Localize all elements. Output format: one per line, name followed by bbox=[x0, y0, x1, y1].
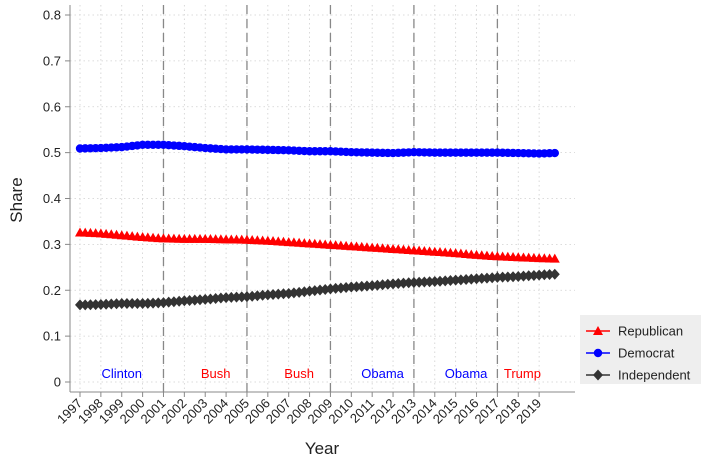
y-tick-label: 0.3 bbox=[43, 237, 61, 252]
point-independent bbox=[121, 298, 132, 310]
point-independent bbox=[549, 268, 560, 280]
y-tick-label: 0 bbox=[54, 375, 61, 390]
point-independent bbox=[414, 276, 425, 288]
series-independent bbox=[75, 268, 560, 311]
point-independent bbox=[424, 276, 435, 288]
point-independent bbox=[101, 298, 112, 310]
y-tick-label: 0.1 bbox=[43, 329, 61, 344]
y-tick-label: 0.4 bbox=[43, 191, 61, 206]
annotation-label: Bush bbox=[284, 366, 314, 381]
series-democrat bbox=[75, 140, 559, 158]
term-dividers bbox=[162, 5, 499, 392]
grid bbox=[70, 5, 575, 392]
point-independent bbox=[127, 298, 138, 310]
point-independent bbox=[75, 299, 85, 311]
x-tick-label: 2019 bbox=[513, 396, 544, 427]
point-independent bbox=[80, 299, 91, 311]
point-independent bbox=[148, 297, 159, 309]
annotation-label: Obama bbox=[445, 366, 488, 381]
series-republican bbox=[75, 227, 560, 263]
point-independent bbox=[137, 298, 148, 310]
legend-label-independent: Independent bbox=[618, 368, 691, 383]
point-independent bbox=[226, 291, 237, 303]
y-tick-label: 0.7 bbox=[43, 53, 61, 68]
series-layer bbox=[75, 140, 560, 311]
point-independent bbox=[106, 298, 117, 310]
point-independent bbox=[153, 297, 164, 309]
point-independent bbox=[497, 271, 508, 283]
x-ticks: 1997199819992000200120022003200420052006… bbox=[54, 392, 544, 427]
y-tick-label: 0.6 bbox=[43, 99, 61, 114]
point-independent bbox=[116, 298, 127, 310]
legend-marker-republican bbox=[593, 326, 603, 335]
point-independent bbox=[85, 299, 96, 311]
point-independent bbox=[492, 271, 503, 283]
y-tick-label: 0.2 bbox=[43, 283, 61, 298]
y-axis-title: Share bbox=[7, 177, 26, 222]
point-independent bbox=[95, 298, 106, 310]
legend-label-republican: Republican bbox=[618, 324, 683, 339]
y-tick-label: 0.8 bbox=[43, 8, 61, 23]
annotation-label: Clinton bbox=[102, 366, 142, 381]
point-independent bbox=[231, 291, 242, 303]
y-tick-label: 0.5 bbox=[43, 145, 61, 160]
president-annotations: Clinton Bush Bush Obama Obama Trump bbox=[102, 366, 541, 381]
annotation-label: Bush bbox=[201, 366, 231, 381]
point-independent bbox=[111, 298, 122, 310]
point-independent bbox=[221, 292, 232, 304]
legend: Republican Democrat Independent bbox=[580, 315, 701, 384]
point-democrat bbox=[550, 148, 559, 158]
legend-label-democrat: Democrat bbox=[618, 346, 675, 361]
point-independent bbox=[90, 299, 101, 311]
point-independent bbox=[142, 297, 153, 309]
x-axis-title: Year bbox=[305, 439, 340, 458]
annotation-label: Obama bbox=[361, 366, 404, 381]
y-ticks: 0 0.1 0.2 0.3 0.4 0.5 0.6 0.7 0.8 bbox=[43, 8, 70, 390]
point-independent bbox=[508, 271, 519, 283]
point-independent bbox=[132, 298, 143, 310]
legend-marker-democrat bbox=[593, 348, 603, 358]
point-independent bbox=[419, 276, 430, 288]
legend-marker-independent bbox=[593, 369, 603, 381]
annotation-label: Trump bbox=[504, 366, 541, 381]
point-independent bbox=[408, 276, 419, 288]
point-independent bbox=[236, 291, 247, 303]
point-independent bbox=[502, 271, 513, 283]
point-republican bbox=[549, 253, 560, 263]
